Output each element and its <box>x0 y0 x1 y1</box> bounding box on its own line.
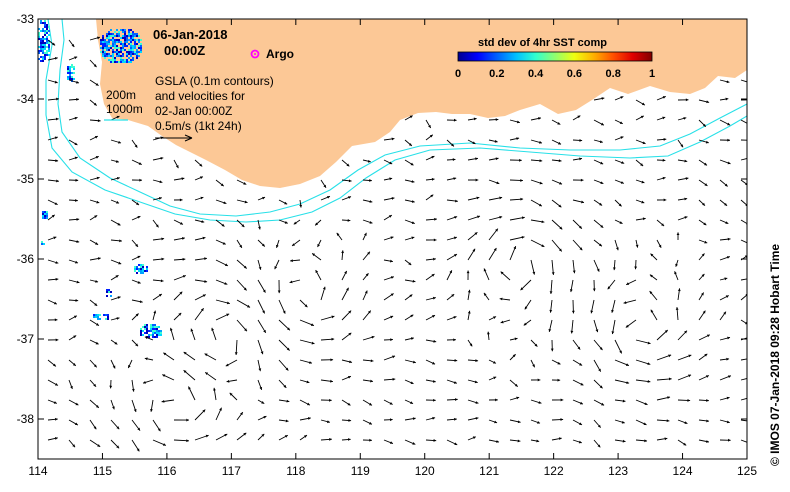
scale-text: 0.5m/s (1kt 24h) <box>155 119 242 133</box>
x-ticks: 114 115 116 117 118 119 120 121 122 123 124 125 <box>28 19 757 478</box>
contour-200m <box>57 19 747 217</box>
argo-label: Argo <box>266 47 294 61</box>
x-tick-label: 119 <box>351 464 370 478</box>
colorbar-tick-label: 0.8 <box>606 68 621 80</box>
y-tick-label: -33 <box>17 12 35 26</box>
x-tick-label: 115 <box>93 464 112 478</box>
plot-frame <box>37 18 748 460</box>
x-tick-label: 120 <box>415 464 435 478</box>
gsla-line-2: and velocities for <box>155 89 245 103</box>
y-tick-label: -34 <box>17 92 35 106</box>
credit-text: © IMOS 07-Jan-2018 09:28 Hobart Time <box>768 244 782 466</box>
velocity-arrows <box>47 36 747 452</box>
gsla-line-3: 02-Jan 00:00Z <box>155 104 232 118</box>
colorbar <box>457 51 653 62</box>
colorbar-ticks: 0 0.2 0.4 0.6 0.8 1 <box>455 68 655 80</box>
argo-marker-icon <box>250 49 260 59</box>
x-tick-label: 114 <box>28 464 47 478</box>
sst-patches <box>38 20 162 338</box>
argo-marker-dot <box>254 53 256 55</box>
colorbar-tick-label: 0.4 <box>528 68 544 80</box>
colorbar-tick-label: 1 <box>649 68 655 80</box>
gsla-line-1: GSLA (0.1m contours) <box>155 74 274 88</box>
x-tick-label: 116 <box>157 464 176 478</box>
x-tick-label: 125 <box>737 464 757 478</box>
colorbar-title: std dev of 4hr SST comp <box>478 37 607 49</box>
scale-arrow-icon <box>155 134 193 142</box>
x-tick-label: 122 <box>544 464 564 478</box>
date-label: 06-Jan-2018 <box>153 27 227 42</box>
colorbar-tick-label: 0 <box>455 68 461 80</box>
x-tick-label: 123 <box>608 464 628 478</box>
x-tick-label: 117 <box>222 464 241 478</box>
y-tick-label: -36 <box>17 252 35 266</box>
contour-1000m <box>45 19 747 223</box>
y-tick-label: -37 <box>17 332 35 346</box>
x-tick-label: 121 <box>479 464 499 478</box>
colorbar-tick-label: 0.6 <box>567 68 582 80</box>
x-tick-label: 124 <box>673 464 693 478</box>
contour-200-label: 200m <box>106 88 136 102</box>
contour-1000-label: 1000m <box>106 102 143 116</box>
y-ticks: -33 -34 -35 -36 -37 -38 <box>17 12 747 426</box>
y-tick-label: -35 <box>17 172 35 186</box>
y-tick-label: -38 <box>17 412 35 426</box>
colorbar-tick-label: 0.2 <box>489 68 504 80</box>
time-label: 00:00Z <box>164 43 205 58</box>
x-tick-label: 118 <box>286 464 305 478</box>
